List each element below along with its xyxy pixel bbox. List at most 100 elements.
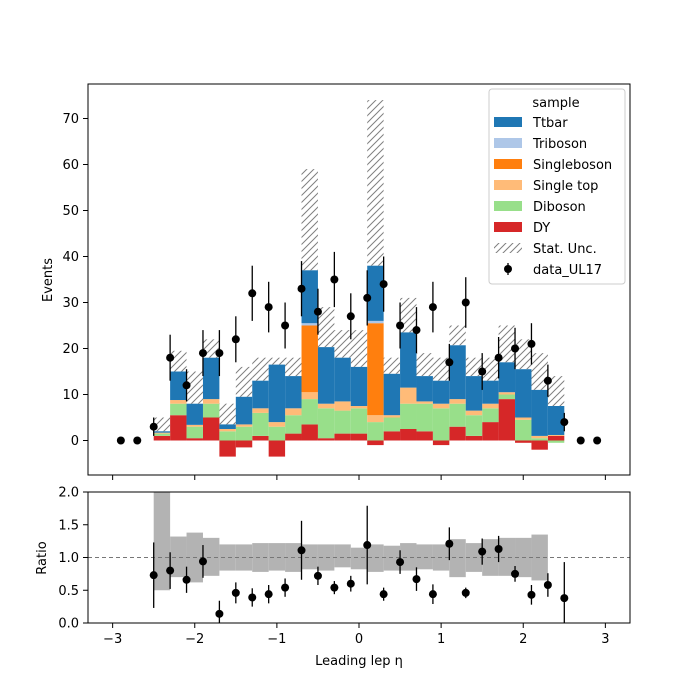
bar-ttbar — [285, 376, 302, 409]
stat-unc-band — [268, 357, 286, 365]
stat-unc-band — [186, 371, 203, 404]
main-panel: 0 10 20 30 40 50 60 70 Events — [41, 83, 631, 480]
legend-swatch-triboson — [494, 138, 522, 148]
bar-ttbar — [482, 380, 499, 404]
bar-dy — [515, 440, 532, 443]
main-y-tick-label: 20 — [62, 342, 79, 357]
ratio-unc-band — [416, 544, 433, 570]
ratio-point — [198, 557, 207, 566]
main-y-tick-label: 30 — [62, 296, 79, 311]
data-point — [511, 344, 520, 353]
bar-ttbar — [367, 265, 384, 321]
bar-single-top — [547, 434, 565, 436]
bar-ttbar — [252, 380, 269, 409]
bar-dy — [301, 424, 318, 441]
data-point — [116, 436, 125, 445]
stat-unc-band — [515, 339, 532, 370]
ratio-point — [445, 539, 454, 548]
legend-swatch-singleboson — [494, 159, 522, 169]
main-y-tick-label: 50 — [62, 204, 79, 219]
ratio-point — [527, 590, 536, 599]
main-y-tick-label: 60 — [62, 158, 79, 173]
ratio-y-tick-label: 1.5 — [58, 518, 79, 533]
bar-single-top — [153, 432, 171, 434]
main-y-tick-label: 10 — [62, 388, 79, 403]
data-point — [133, 436, 142, 445]
bar-diboson — [400, 403, 417, 429]
bar-ttbar — [449, 345, 466, 400]
ratio-point — [494, 544, 503, 553]
bar-single-top — [252, 408, 269, 413]
ratio-point — [313, 571, 322, 580]
data-point — [494, 353, 503, 362]
legend-label-singleboson: Singleboson — [533, 158, 612, 173]
bar-single-top — [400, 387, 417, 404]
bar-single-top — [515, 417, 532, 420]
bar-ttbar — [268, 364, 286, 423]
data-point — [198, 349, 207, 358]
legend-swatch-stat-unc- — [494, 243, 522, 253]
bar-single-top — [235, 424, 253, 427]
bar-single-top — [449, 399, 466, 404]
bar-ttbar — [334, 357, 351, 402]
legend-label-stat-unc-: Stat. Unc. — [533, 242, 597, 257]
stat-unc-band — [153, 417, 171, 432]
bar-dy — [482, 422, 499, 441]
bar-single-top — [432, 403, 450, 409]
bar-dy — [465, 435, 483, 441]
legend: sample Ttbar Triboson Singleboson Single to… — [488, 88, 626, 285]
legend-swatch-ttbar — [494, 117, 522, 127]
stat-unc-band — [334, 330, 351, 358]
bar-dy — [449, 426, 466, 441]
ratio-point — [149, 571, 158, 580]
bar-dy — [350, 433, 368, 441]
bar-diboson — [317, 408, 335, 439]
legend-label-diboson: Diboson — [533, 200, 586, 215]
data-point — [478, 367, 487, 376]
ratio-x-tick-label: −1 — [267, 632, 286, 647]
stat-unc-band — [482, 357, 499, 381]
ratio-unc-band — [268, 543, 286, 571]
data-point — [149, 422, 158, 431]
data-point — [576, 436, 585, 445]
data-point — [313, 307, 322, 316]
ratio-x-tick-label: −3 — [103, 632, 122, 647]
legend-swatch-diboson — [494, 201, 522, 211]
bar-dy — [334, 433, 351, 441]
bar-diboson — [547, 440, 565, 443]
bar-dy — [531, 440, 548, 450]
bar-diboson — [202, 403, 220, 418]
ratio-point — [511, 569, 520, 578]
stat-unc-band — [383, 357, 401, 374]
bar-diboson — [432, 408, 450, 441]
bar-ttbar — [465, 376, 483, 411]
legend-label-ttbar: Ttbar — [532, 116, 568, 131]
bar-single-top — [482, 403, 499, 409]
ratio-y-tick-label: 0.0 — [58, 617, 79, 632]
legend-swatch-dy — [494, 222, 522, 232]
data-point — [527, 339, 536, 348]
ratio-unc-band — [252, 543, 269, 572]
stat-unc-band — [531, 353, 548, 390]
bar-diboson — [153, 433, 171, 436]
ratio-unc-band — [498, 537, 516, 576]
ratio-unc-band — [202, 537, 220, 576]
bar-diboson — [186, 426, 203, 439]
ratio-unc-band — [153, 492, 171, 591]
main-y-axis-label: Events — [41, 258, 56, 302]
bar-dy — [285, 433, 302, 441]
bar-triboson — [367, 320, 384, 324]
data-point — [264, 303, 273, 312]
bar-single-top — [367, 415, 384, 423]
bar-singleboson — [301, 325, 318, 393]
data-point — [248, 289, 257, 298]
bar-single-top — [334, 401, 351, 411]
bar-single-top — [170, 400, 187, 404]
bar-diboson — [482, 408, 499, 423]
ratio-panel: −3 −2 −1 0 1 2 3 0.0 0.5 1.0 1.5 2.0 Ratio Leading… — [35, 486, 631, 669]
stat-unc-band — [465, 357, 483, 377]
ratio-point — [166, 566, 175, 575]
bar-dy — [498, 399, 516, 441]
legend-label-triboson: Triboson — [532, 137, 587, 152]
